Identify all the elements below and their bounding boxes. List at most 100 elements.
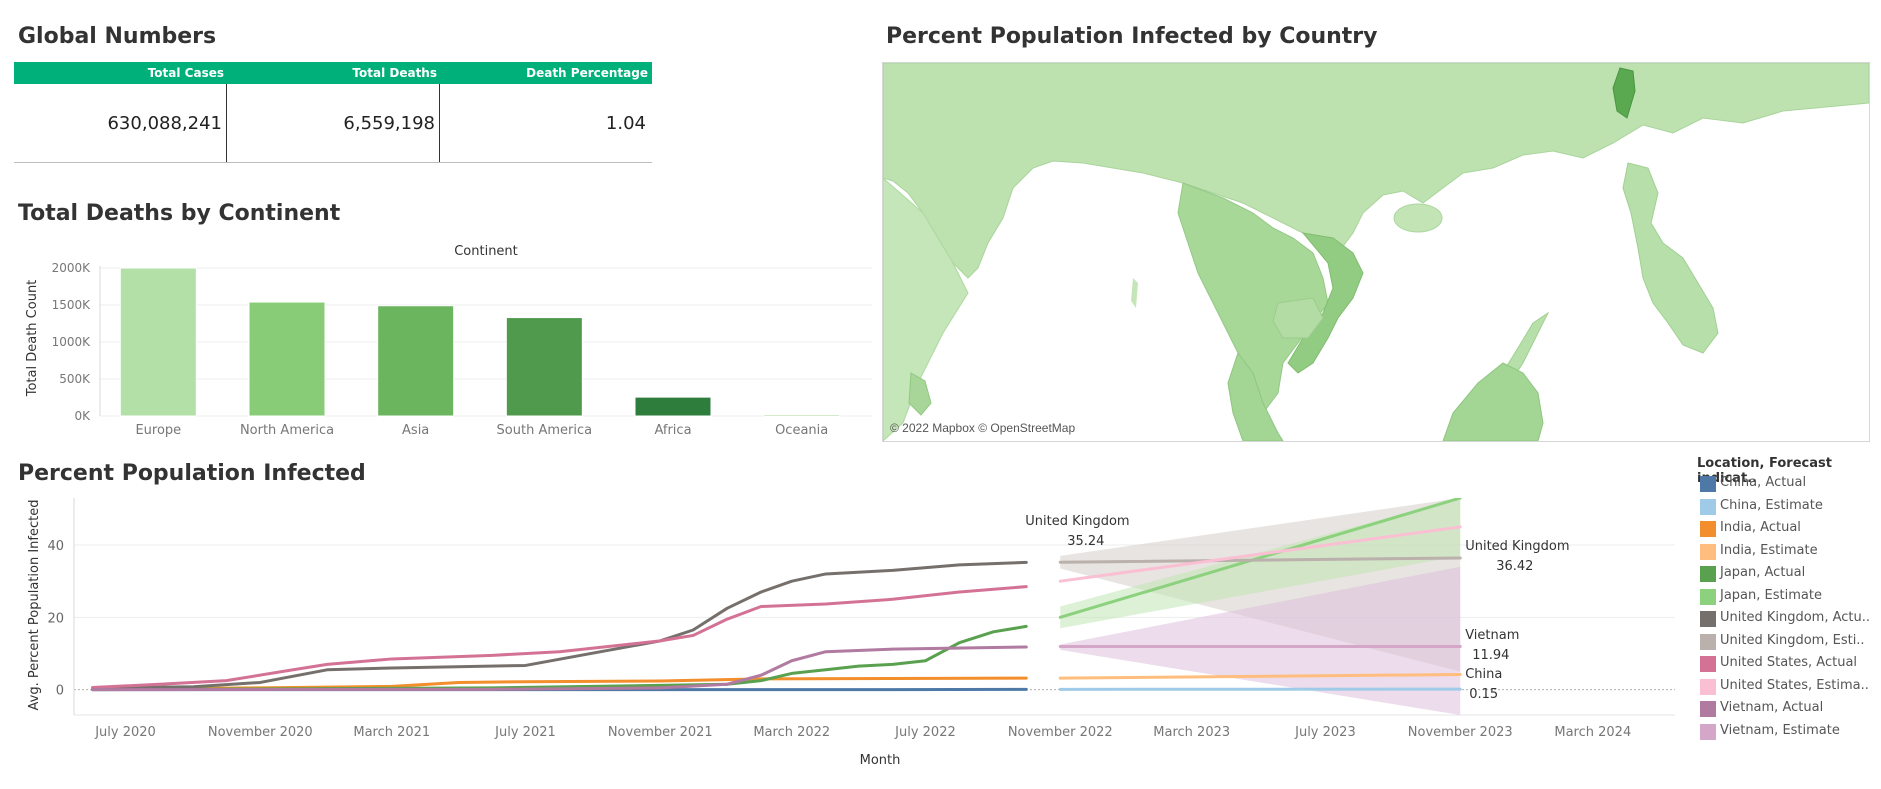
x-tick-label: November 2021 bbox=[608, 725, 713, 740]
x-tick-label: South America bbox=[497, 423, 593, 438]
legend-swatch bbox=[1700, 633, 1716, 650]
deaths-by-continent-chart: Continent Total Death Count 0K 500K 1000K 1… bbox=[25, 244, 872, 438]
series-united-kingdom-estimate[interactable] bbox=[1058, 556, 1462, 564]
map-region-india bbox=[883, 177, 969, 441]
x-tick-label: March 2021 bbox=[353, 725, 430, 740]
x-tick-label: Asia bbox=[402, 423, 429, 438]
legend-label: Vietnam, Actual bbox=[1720, 700, 1824, 715]
infection-map[interactable] bbox=[882, 62, 1870, 442]
map-region-taiwan bbox=[1612, 67, 1636, 119]
series-vietnam-actual[interactable] bbox=[91, 645, 1028, 692]
bar-asia[interactable] bbox=[377, 305, 455, 417]
legend-label: Japan, Actual bbox=[1720, 565, 1806, 580]
legend-label: United Kingdom, Actu.. bbox=[1720, 610, 1871, 625]
x-axis-label: Month bbox=[860, 753, 901, 768]
global-numbers-title: Global Numbers bbox=[18, 24, 217, 49]
annotation-label: United Kingdom bbox=[1465, 539, 1569, 554]
map-region-indochina bbox=[1177, 182, 1329, 414]
series-india-estimate[interactable] bbox=[1058, 672, 1462, 680]
bar-south-america[interactable] bbox=[505, 317, 583, 417]
death-percentage-value: 1.04 bbox=[605, 113, 646, 134]
total-cases-value: 630,088,241 bbox=[107, 113, 222, 134]
legend-swatch bbox=[1700, 566, 1716, 582]
forecast-band-1 bbox=[1060, 498, 1461, 629]
legend-swatch bbox=[1700, 656, 1716, 672]
y-tick-label: 40 bbox=[47, 539, 64, 554]
y-tick-label: 1000K bbox=[52, 335, 92, 349]
legend-label: China, Actual bbox=[1720, 475, 1807, 490]
legend-label: China, Estimate bbox=[1720, 497, 1823, 513]
y-tick-label: 1500K bbox=[52, 298, 92, 312]
percent-infected-chart: Avg. Percent Population Infected Month 0… bbox=[27, 498, 1675, 768]
y-tick-label: 2000K bbox=[52, 261, 92, 275]
bar-europe[interactable] bbox=[119, 267, 197, 417]
global-numbers-header: Total Cases Total Deaths Death Percentag… bbox=[14, 62, 652, 84]
forecast-band-2 bbox=[1060, 566, 1461, 715]
column-divider bbox=[226, 84, 227, 162]
y-tick-label: 0K bbox=[74, 409, 91, 423]
x-tick-label: July 2023 bbox=[1294, 725, 1356, 740]
infected-chart-title: Percent Population Infected bbox=[18, 461, 366, 486]
y-tick-label: 0 bbox=[56, 684, 64, 699]
map-region-philippines bbox=[1622, 162, 1719, 354]
bar-oceania[interactable] bbox=[763, 414, 841, 417]
map-title: Percent Population Infected by Country bbox=[886, 24, 1378, 49]
legend-swatch bbox=[1700, 588, 1716, 605]
legend-swatch bbox=[1700, 521, 1716, 537]
y-axis-label: Avg. Percent Population Infected bbox=[27, 500, 42, 711]
legend-swatch bbox=[1700, 498, 1716, 515]
x-tick-label: Africa bbox=[654, 423, 691, 438]
global-numbers-values: 630,088,241 6,559,198 1.04 bbox=[14, 84, 652, 163]
map-region-cambodia bbox=[1272, 297, 1324, 339]
map-region-sri-lanka bbox=[908, 372, 932, 416]
x-tick-label: November 2020 bbox=[208, 725, 313, 740]
chart-header: Continent bbox=[454, 244, 518, 259]
column-divider bbox=[439, 84, 440, 162]
x-tick-label: Europe bbox=[135, 423, 181, 438]
y-tick-label: 500K bbox=[59, 372, 91, 386]
legend-label: United States, Estima.. bbox=[1720, 677, 1869, 693]
deaths-chart-title: Total Deaths by Continent bbox=[18, 201, 341, 226]
legend-swatch bbox=[1700, 543, 1716, 560]
annotation-label: China bbox=[1465, 667, 1502, 682]
series-japan-actual[interactable] bbox=[91, 624, 1028, 692]
series-united-kingdom-actual[interactable] bbox=[91, 560, 1028, 690]
legend-label: India, Actual bbox=[1720, 520, 1801, 535]
x-tick-label: March 2024 bbox=[1554, 725, 1631, 740]
bar-north-america[interactable] bbox=[248, 301, 326, 417]
legend-label: United States, Actual bbox=[1720, 655, 1858, 670]
x-tick-label: November 2023 bbox=[1408, 725, 1513, 740]
legend-swatch bbox=[1700, 723, 1716, 740]
series-united-states-actual[interactable] bbox=[91, 585, 1028, 690]
legend-label: United Kingdom, Esti.. bbox=[1720, 632, 1865, 648]
x-tick-label: July 2020 bbox=[94, 725, 156, 740]
series-united-states-estimate[interactable] bbox=[1058, 525, 1462, 583]
map-credit: © 2022 Mapbox © OpenStreetMap bbox=[890, 421, 1076, 435]
y-tick-label: 20 bbox=[47, 611, 64, 626]
legend-swatch bbox=[1700, 678, 1716, 695]
x-tick-label: July 2022 bbox=[894, 725, 956, 740]
y-axis-label: Total Death Count bbox=[25, 280, 40, 398]
map-region-borneo bbox=[1442, 362, 1544, 441]
map-region-malaysia bbox=[1227, 351, 1284, 441]
legend-swatch bbox=[1700, 476, 1716, 492]
legend-swatch bbox=[1700, 611, 1716, 627]
death-percentage-header: Death Percentage bbox=[526, 66, 648, 80]
total-deaths-header: Total Deaths bbox=[352, 66, 437, 80]
annotation-label: United Kingdom bbox=[1025, 514, 1129, 529]
legend-swatch bbox=[1700, 701, 1716, 717]
legend-label: India, Estimate bbox=[1720, 542, 1818, 558]
annotation-value: 11.94 bbox=[1472, 648, 1509, 663]
series-japan-estimate[interactable] bbox=[1058, 498, 1462, 619]
annotation-value: 36.42 bbox=[1496, 559, 1533, 574]
total-deaths-value: 6,559,198 bbox=[343, 113, 435, 134]
legend-label: Japan, Estimate bbox=[1720, 587, 1822, 603]
total-cases-header: Total Cases bbox=[147, 66, 224, 80]
bar-africa[interactable] bbox=[634, 396, 712, 417]
annotation-value: 0.15 bbox=[1469, 687, 1498, 702]
x-tick-label: March 2022 bbox=[753, 725, 830, 740]
x-tick-label: Oceania bbox=[775, 423, 828, 438]
map-canvas bbox=[883, 63, 1869, 441]
x-tick-label: North America bbox=[240, 423, 334, 438]
map-region-andaman bbox=[1131, 278, 1138, 308]
